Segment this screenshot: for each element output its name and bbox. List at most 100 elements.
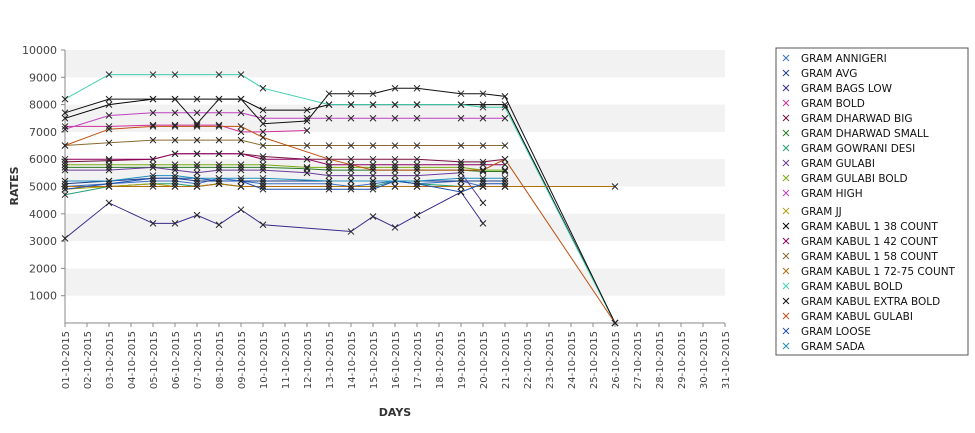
data-point-gram-kabul-1-58-count: [347, 142, 355, 149]
legend-marker-icon: [782, 282, 790, 290]
data-point-gram-dharwad-big: [259, 153, 267, 160]
legend-item: GRAM JJ: [782, 206, 842, 218]
data-point-gram-sada: [391, 177, 399, 185]
y-axis-label: RATES: [8, 166, 21, 205]
data-point-gram-dharwad-small: [105, 164, 113, 171]
legend-item: GRAM AVG: [782, 68, 857, 80]
data-point-gram-sada: [325, 177, 333, 185]
y-tick-label: 5000: [29, 181, 57, 194]
data-point-gram-kabul-gulabi: [171, 123, 179, 130]
legend-label: GRAM KABUL 1 72-75 COUNT: [801, 266, 956, 278]
data-point-gram-kabul-1-42-count: [61, 155, 69, 163]
data-point-gram-gulabi-bold: [501, 166, 509, 174]
data-point-gram-loose: [413, 180, 421, 188]
data-point-gram-kabul-gulabi: [369, 166, 377, 174]
data-point-gram-high: [369, 114, 377, 122]
x-tick-label: 21-10-2015: [501, 331, 512, 389]
data-point-gram-gulabi: [347, 172, 355, 179]
data-point-gram-high: [215, 109, 223, 117]
legend-label: GRAM KABUL GULABI: [801, 311, 913, 323]
data-point-gram-kabul-1-72-75-count: [325, 183, 333, 190]
data-point-gram-kabul-1-72-75-count: [237, 183, 245, 190]
data-point-gram-high: [325, 114, 333, 122]
grid-band: [65, 50, 725, 78]
legend-marker-icon: [782, 114, 790, 122]
data-point-gram-kabul-bold: [391, 101, 399, 108]
x-axis-label: DAYS: [379, 406, 412, 419]
data-point-gram-kabul-bold: [237, 71, 245, 78]
data-point-gram-dharwad-big: [347, 155, 355, 163]
legend-marker-icon: [782, 252, 790, 260]
data-point-gram-kabul-extra-bold: [501, 93, 509, 100]
data-point-gram-bags-low: [171, 220, 179, 227]
data-point-gram-dharwad-small: [215, 164, 223, 171]
data-point-gram-bold: [259, 128, 267, 136]
legend-label: GRAM KABUL 1 58 COUNT: [801, 251, 938, 263]
data-point-gram-kabul-extra-bold: [105, 95, 113, 103]
legend-item: GRAM KABUL 1 58 COUNT: [782, 251, 938, 263]
x-tick-label: 22-10-2015: [523, 331, 534, 389]
data-point-gram-kabul-1-38-count: [303, 106, 311, 114]
legend-item: GRAM LOOSE: [782, 326, 871, 338]
x-tick-label: 16-10-2015: [391, 331, 402, 389]
x-tick-label: 17-10-2015: [413, 331, 424, 389]
data-point-gram-gulabi-bold: [237, 161, 245, 169]
data-point-gram-kabul-1-58-count: [149, 136, 157, 144]
legend-marker-icon: [782, 267, 790, 275]
data-point-gram-high: [237, 109, 245, 117]
data-point-gram-kabul-1-72-75-count: [501, 183, 509, 190]
data-point-gram-bags-low: [347, 228, 355, 235]
x-tick-label: 20-10-2015: [479, 331, 490, 389]
data-point-gram-kabul-gulabi: [149, 123, 157, 130]
series-line-gram-gulabi: [65, 166, 484, 204]
data-point-gram-kabul-gulabi: [391, 166, 399, 174]
legend-label: GRAM SADA: [801, 341, 866, 353]
data-point-gram-kabul-1-42-count: [479, 161, 487, 169]
data-point-gram-bags-low: [61, 235, 69, 242]
data-point-gram-kabul-gulabi: [193, 123, 201, 130]
x-tick-label: 26-10-2015: [611, 331, 622, 389]
data-point-gram-gulabi-bold: [325, 164, 333, 171]
data-point-gram-dharwad-small: [347, 166, 355, 174]
data-point-gram-kabul-1-58-count: [193, 136, 201, 144]
data-point-gram-kabul-extra-bold: [171, 95, 179, 103]
data-point-gram-sada: [171, 172, 179, 179]
data-point-gram-dharwad-big: [369, 155, 377, 163]
data-point-gram-kabul-1-72-75-count: [369, 183, 377, 190]
data-point-gram-kabul-extra-bold: [61, 109, 69, 117]
data-point-gram-kabul-gulabi: [457, 166, 465, 174]
data-point-gram-kabul-gulabi: [105, 125, 113, 133]
data-point-gram-sada: [347, 177, 355, 185]
legend-item: GRAM ANNIGERI: [782, 53, 887, 65]
data-point-gram-kabul-bold: [479, 103, 487, 111]
data-point-gram-bold: [303, 127, 311, 134]
data-point-gram-bold: [193, 121, 201, 129]
data-point-gram-kabul-1-72-75-count: [171, 183, 179, 190]
data-point-gram-kabul-1-42-count: [391, 161, 399, 169]
legend-label: GRAM KABUL BOLD: [801, 281, 903, 293]
y-tick-label: 2000: [29, 262, 57, 275]
data-point-gram-kabul-gulabi: [413, 166, 421, 174]
data-point-gram-bold: [171, 121, 179, 129]
legend-marker-icon: [782, 99, 790, 107]
data-point-gram-kabul-1-42-count: [325, 161, 333, 169]
data-point-gram-kabul-1-38-count: [61, 114, 69, 122]
data-point-gram-kabul-bold: [325, 101, 333, 108]
data-point-gram-kabul-1-42-count: [149, 155, 157, 163]
data-point-gram-dharwad-small: [171, 164, 179, 171]
data-point-gram-gulabi: [369, 172, 377, 179]
data-point-gram-gulabi-bold: [171, 161, 179, 169]
data-point-gram-gulabi-bold: [347, 164, 355, 171]
data-point-gram-kabul-1-58-count: [457, 142, 465, 149]
legend-label: GRAM KABUL EXTRA BOLD: [801, 296, 940, 308]
data-point-gram-kabul-1-42-count: [215, 150, 223, 158]
data-point-gram-kabul-1-72-75-count: [215, 180, 223, 188]
data-point-gram-annigeri: [259, 180, 267, 188]
x-tick-label: 25-10-2015: [589, 331, 600, 389]
data-point-gram-dharwad-big: [457, 158, 465, 166]
legend-item: GRAM KABUL EXTRA BOLD: [782, 296, 940, 308]
data-point-gram-loose: [237, 177, 245, 185]
x-tick-label: 09-10-2015: [237, 331, 248, 389]
data-point-gram-gulabi: [105, 166, 113, 174]
